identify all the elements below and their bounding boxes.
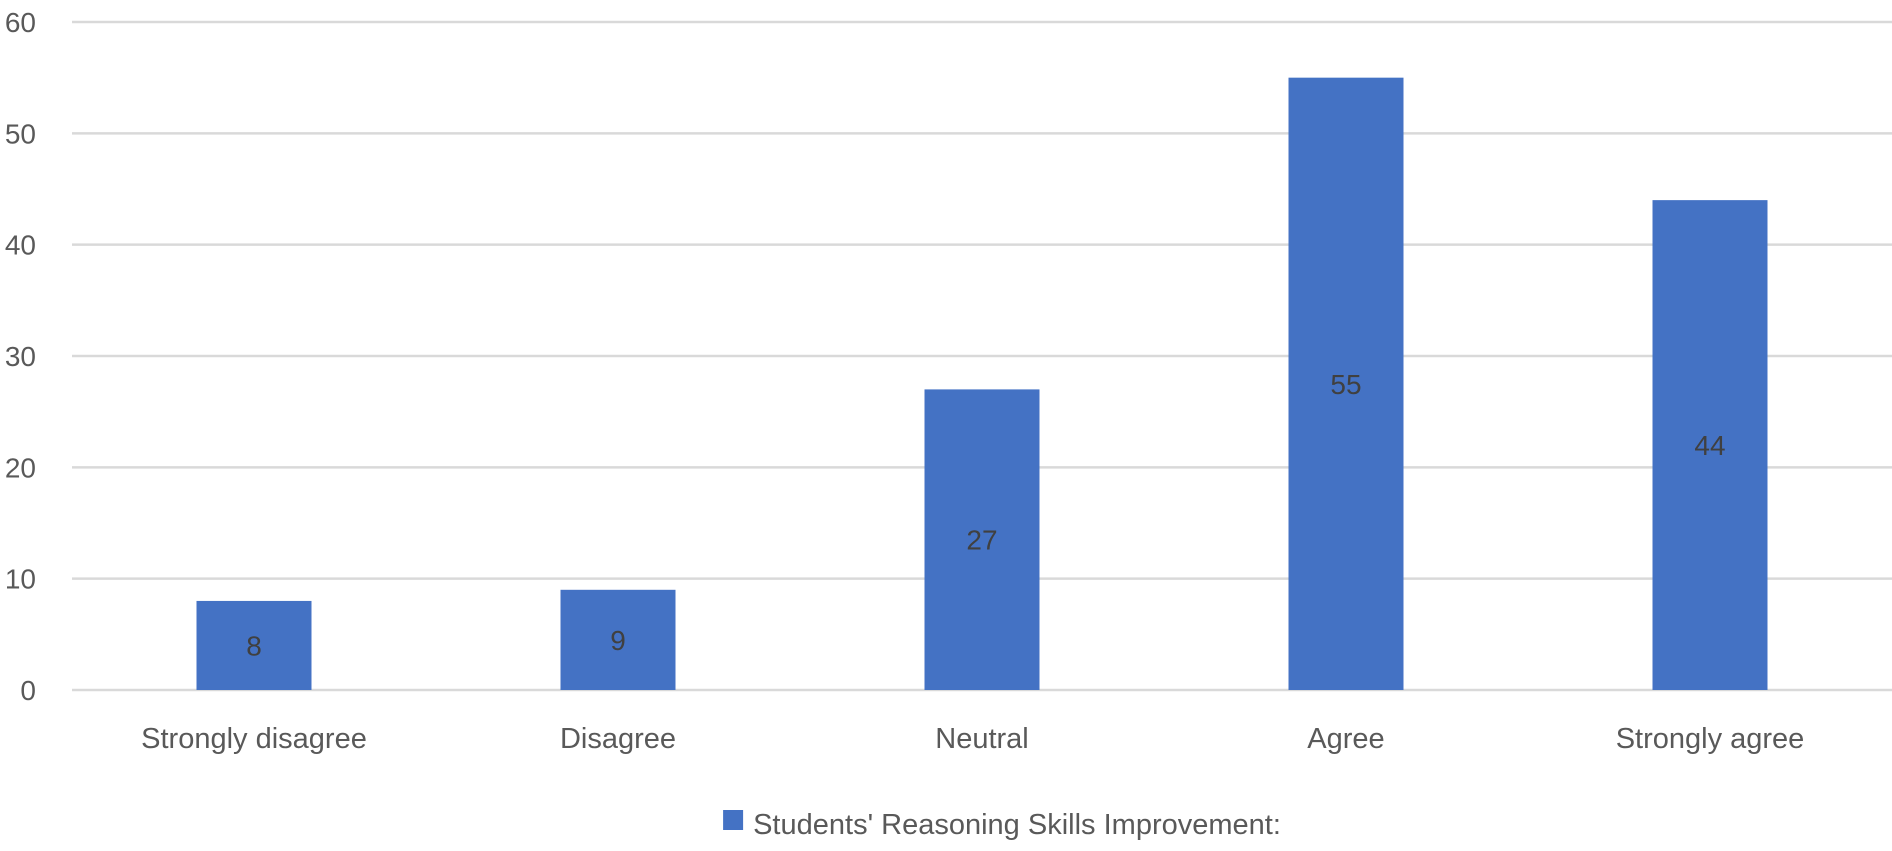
x-axis-tick-labels: Strongly disagree Disagree Neutral Agree Str…	[141, 723, 1804, 755]
x-tick-label: Disagree	[560, 723, 676, 755]
x-tick-label: Strongly disagree	[141, 723, 367, 755]
data-labels: 8 9 27 55 44	[246, 369, 1725, 662]
bar	[196, 600, 312, 690]
y-tick-label: 20	[5, 452, 36, 483]
data-label: 9	[610, 625, 626, 656]
data-label: 8	[246, 630, 262, 661]
y-tick-label: 60	[5, 7, 36, 38]
y-tick-label: 10	[5, 564, 36, 595]
legend-label: Students' Reasoning Skills Improvement:	[753, 809, 1281, 841]
data-label: 27	[966, 525, 997, 556]
x-tick-label: Agree	[1307, 723, 1384, 755]
bar	[924, 389, 1040, 690]
bars	[196, 77, 1768, 690]
y-tick-label: 40	[5, 230, 36, 261]
legend: Students' Reasoning Skills Improvement:	[723, 809, 1281, 841]
legend-swatch	[723, 810, 744, 830]
x-tick-label: Neutral	[935, 723, 1029, 755]
y-tick-label: 30	[5, 341, 36, 372]
x-tick-label: Strongly agree	[1616, 723, 1805, 755]
data-label: 44	[1694, 430, 1725, 461]
y-axis-tick-labels: 0 10 20 30 40 50 60	[5, 7, 36, 706]
bar	[560, 589, 676, 690]
bar	[1652, 200, 1768, 690]
data-label: 55	[1330, 369, 1361, 400]
bar	[1288, 77, 1404, 690]
y-tick-label: 50	[5, 118, 36, 149]
y-tick-label: 0	[20, 675, 36, 706]
